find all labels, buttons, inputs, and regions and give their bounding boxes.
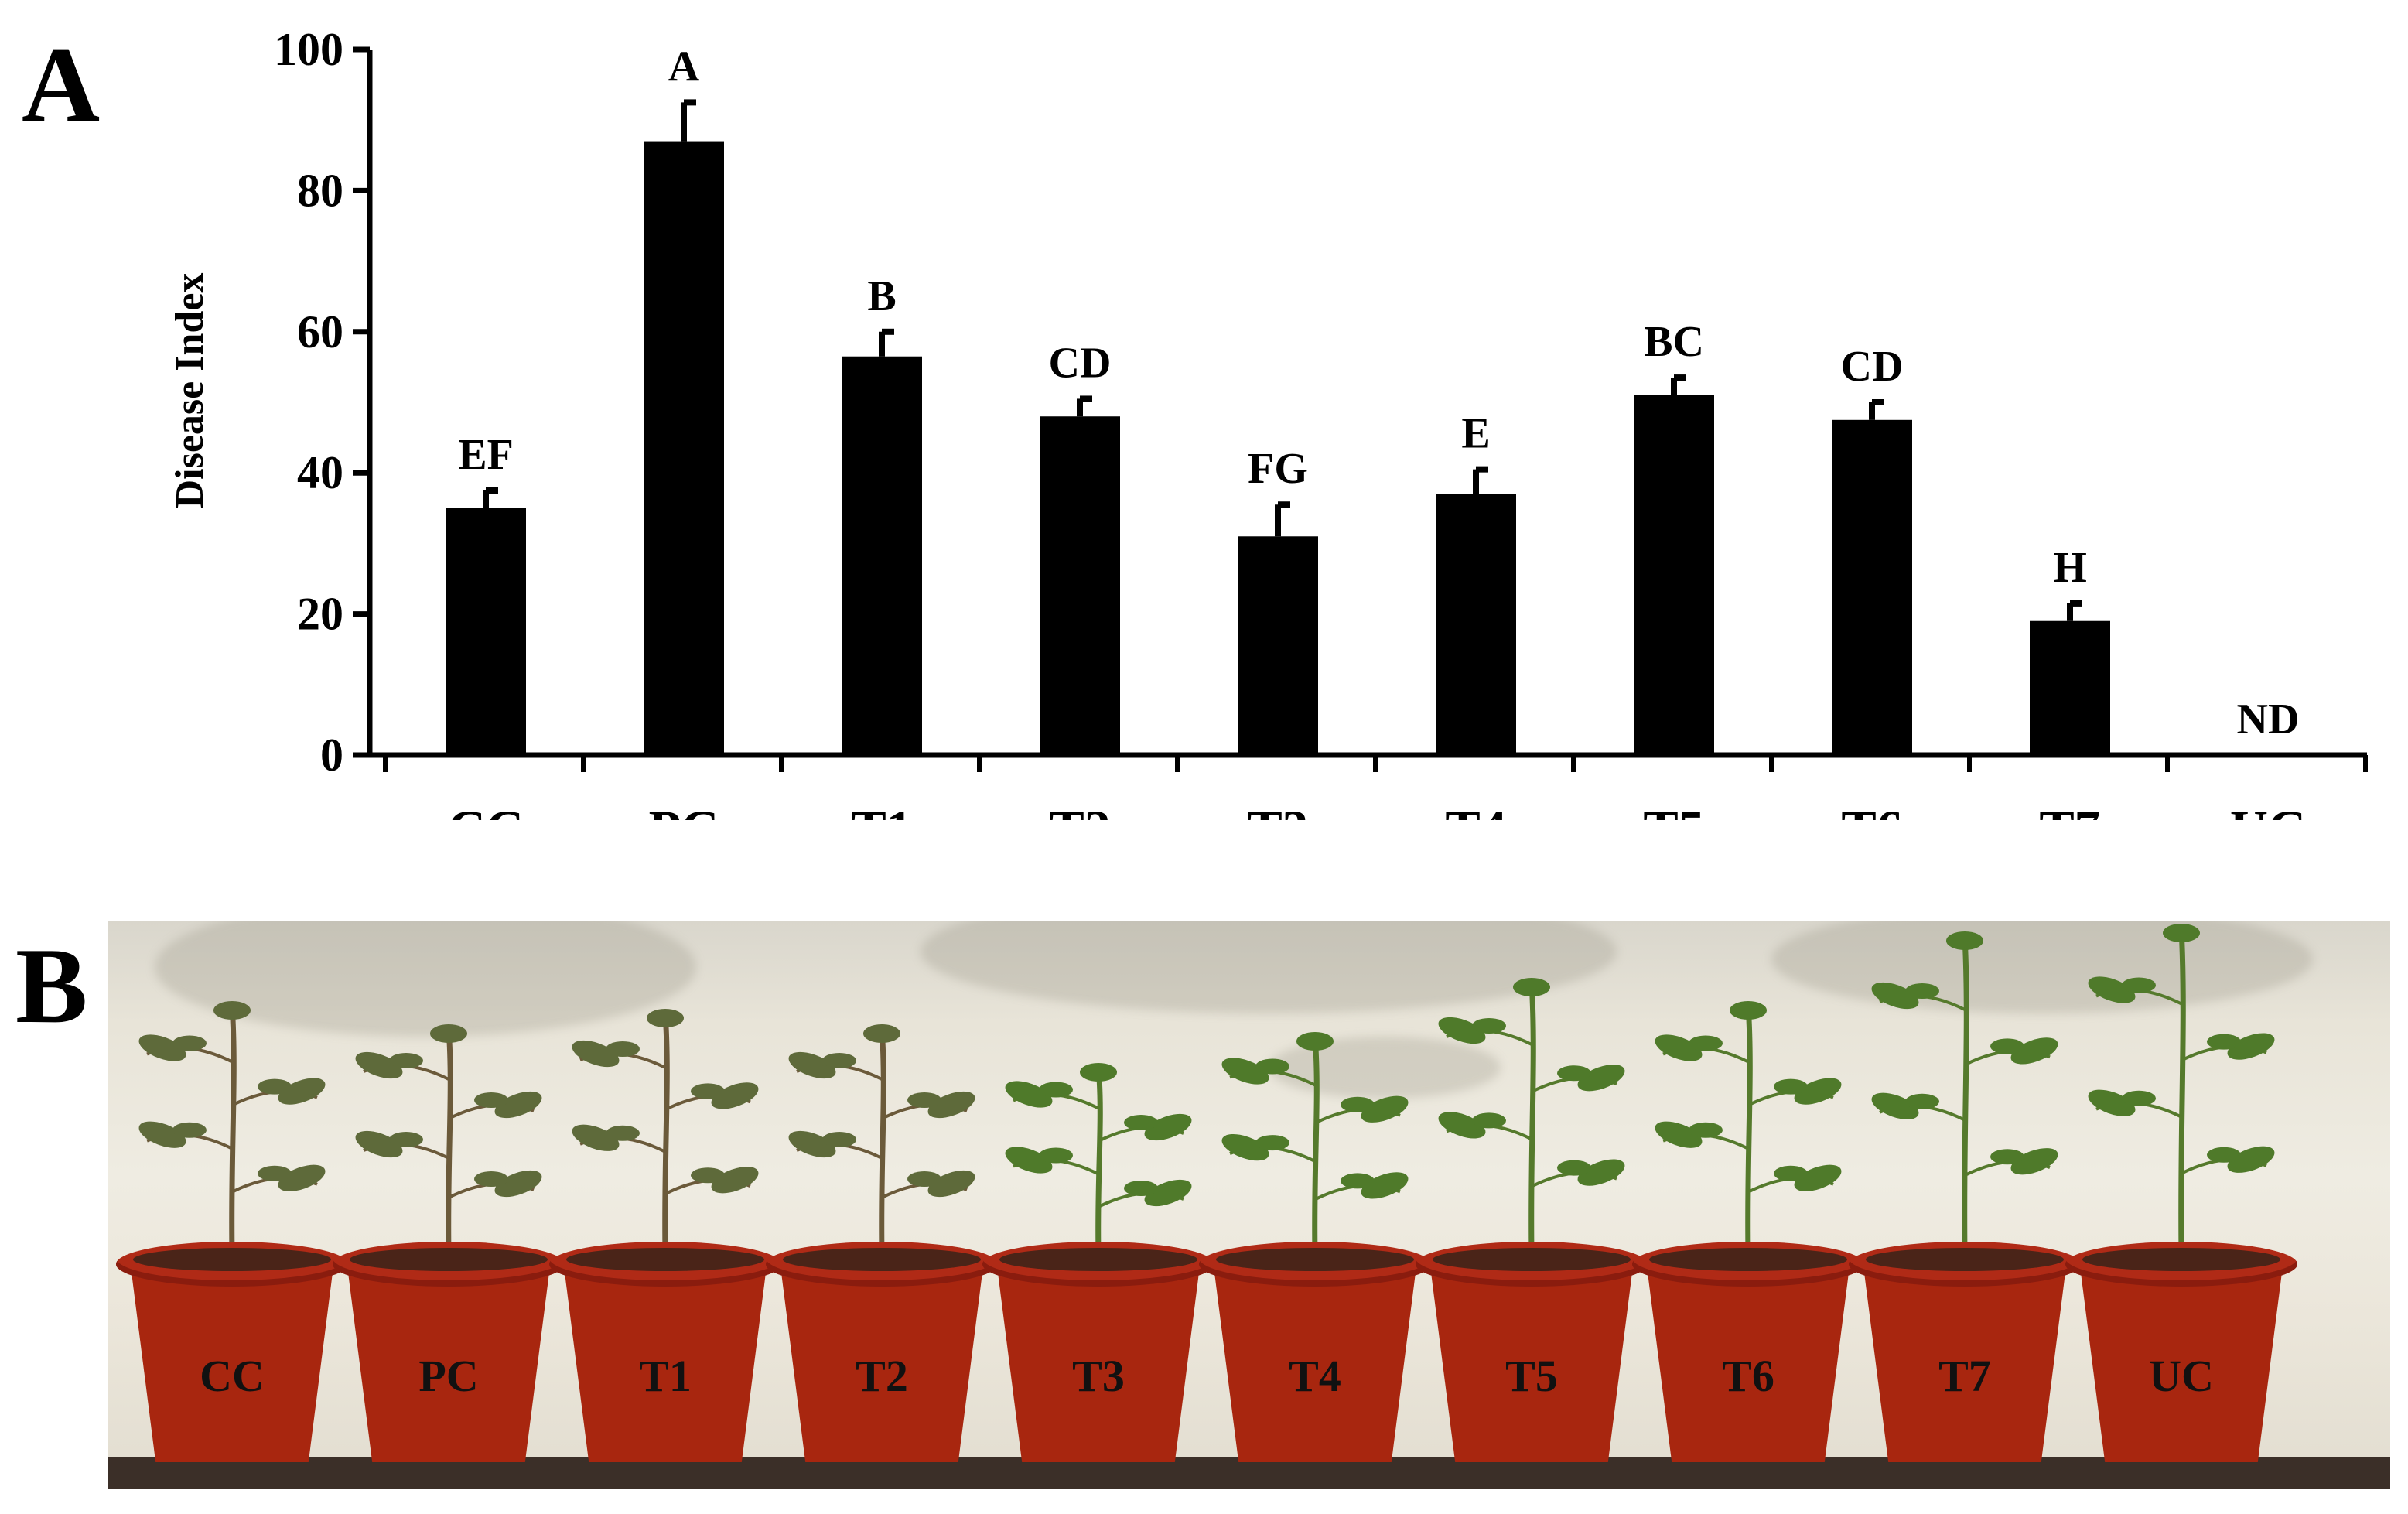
x-tick-label: CC (448, 799, 524, 820)
pot: T2 (766, 1242, 998, 1462)
pot: T4 (1199, 1242, 1431, 1462)
panel-label-b: B (15, 926, 88, 1046)
pot: T3 (982, 1242, 1214, 1462)
plant (138, 1001, 326, 1253)
pot-body (132, 1273, 333, 1462)
significance-label: CD (1841, 343, 1904, 391)
x-tick-label: T7 (2039, 799, 2100, 820)
x-tick-label: T3 (1247, 799, 1308, 820)
pot-label: PC (418, 1351, 479, 1401)
x-tick-label: PC (649, 799, 719, 820)
pot-label: T1 (639, 1351, 692, 1401)
pot-body (2081, 1273, 2282, 1462)
bar (644, 141, 724, 755)
pot-body (1648, 1273, 1849, 1462)
pot-label: T3 (1072, 1351, 1125, 1401)
bars: EF A B CD FG E BC CD H ND (446, 43, 2300, 756)
panel-label-a: A (22, 25, 101, 145)
pot-body (781, 1273, 982, 1462)
plant-photo: CC PC T1 T2 T3 T4 T5 T6 T7 UC (108, 921, 2390, 1489)
pot-label: T7 (1938, 1351, 1991, 1401)
pot: CC (116, 1242, 348, 1462)
bar (1238, 536, 1318, 755)
y-tick-label: 100 (274, 24, 343, 75)
y-tick-label: 0 (320, 730, 343, 781)
pot-body (565, 1273, 766, 1462)
plant (1871, 931, 2058, 1253)
pot-body (348, 1273, 549, 1462)
significance-label: BC (1644, 318, 1704, 366)
pot: T1 (549, 1242, 781, 1462)
disease-index-chart: Disease Index 0 20 40 60 80 100 CC PC T1 T2 T3 T4 T… (168, 24, 2368, 820)
pot-label: T2 (856, 1351, 908, 1401)
pot-label: CC (200, 1351, 265, 1401)
y-axis: 0 20 40 60 80 100 (274, 24, 373, 781)
x-axis: CC PC T1 T2 T3 T4 T5 T6 T7 UC (370, 752, 2368, 820)
shelf (108, 1457, 2390, 1489)
x-tick-label: T5 (1643, 799, 1704, 820)
plant (788, 1024, 975, 1253)
significance-label: E (1461, 410, 1490, 458)
pot-rim (1849, 1242, 2081, 1287)
y-tick-label: 80 (297, 165, 343, 216)
y-tick-label: 20 (297, 589, 343, 640)
plant (1655, 1001, 1842, 1253)
pot-rim (1199, 1242, 1431, 1287)
plant (2088, 924, 2275, 1253)
plant (1438, 978, 1625, 1253)
pot-body (998, 1273, 1199, 1462)
pot-rim (1632, 1242, 1864, 1287)
bar (1832, 419, 1912, 755)
pot-rim (2065, 1242, 2297, 1287)
x-tick-label: T1 (851, 799, 912, 820)
bar (842, 356, 922, 756)
plant (1221, 1032, 1409, 1253)
pot-label: T5 (1505, 1351, 1558, 1401)
significance-label: ND (2237, 695, 2300, 743)
pot-body (1214, 1273, 1416, 1462)
significance-label: FG (1248, 445, 1308, 493)
pot-rim (549, 1242, 781, 1287)
x-tick-label: T6 (1841, 799, 1902, 820)
pot-body (1864, 1273, 2065, 1462)
x-tick-label: UC (2230, 799, 2306, 820)
x-tick-label: T4 (1445, 799, 1506, 820)
pot: T5 (1416, 1242, 1648, 1462)
significance-label: A (668, 43, 700, 91)
bar (2030, 620, 2110, 755)
pot: UC (2065, 1242, 2297, 1462)
x-tick-label: T2 (1049, 799, 1110, 820)
pot: PC (333, 1242, 565, 1462)
pot-label: T4 (1289, 1351, 1341, 1401)
plant (355, 1024, 542, 1253)
pot-rim (333, 1242, 565, 1287)
bar (1436, 494, 1516, 755)
pot-label: T6 (1722, 1351, 1774, 1401)
pot-rim (116, 1242, 348, 1287)
bar (446, 508, 526, 755)
pot-body (1431, 1273, 1632, 1462)
significance-label: B (867, 272, 896, 320)
significance-label: EF (458, 431, 514, 479)
pot-rim (1416, 1242, 1648, 1287)
significance-label: H (2053, 544, 2087, 592)
bar (1634, 395, 1714, 755)
pot: T6 (1632, 1242, 1864, 1462)
pot-rim (766, 1242, 998, 1287)
pot: T7 (1849, 1242, 2081, 1462)
plant (572, 1009, 759, 1253)
bar (1040, 416, 1120, 755)
plant (1005, 1063, 1192, 1253)
y-tick-label: 60 (297, 306, 343, 357)
y-axis-label: Disease Index (168, 273, 212, 509)
y-tick-label: 40 (297, 447, 343, 498)
pot-rim (982, 1242, 1214, 1287)
significance-label: CD (1049, 339, 1112, 387)
pot-label: UC (2149, 1351, 2214, 1401)
